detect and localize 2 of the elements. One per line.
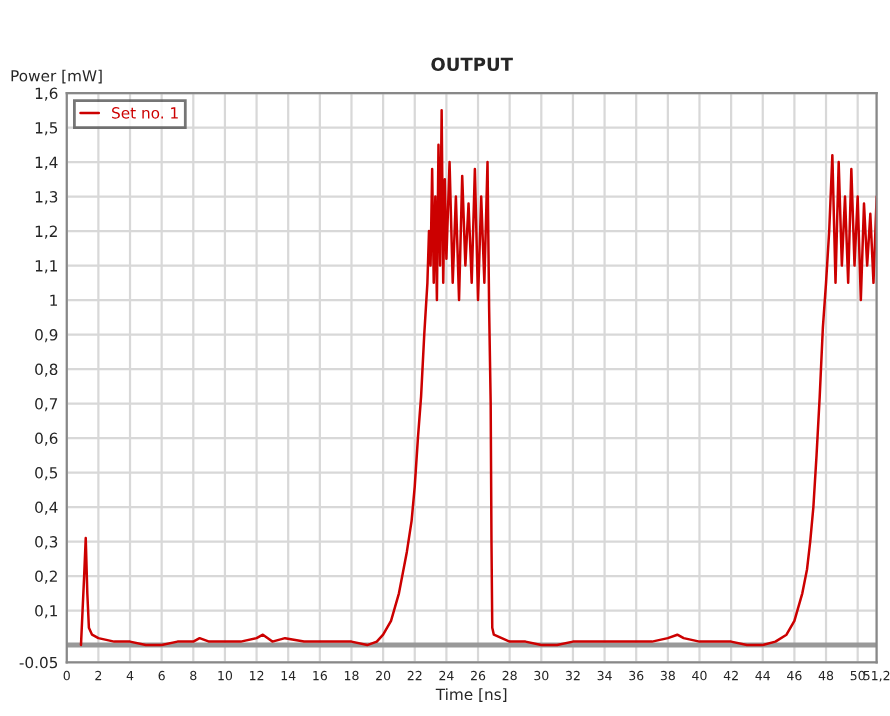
chart-title: OUTPUT [431, 57, 513, 72]
line-series [79, 109, 877, 647]
